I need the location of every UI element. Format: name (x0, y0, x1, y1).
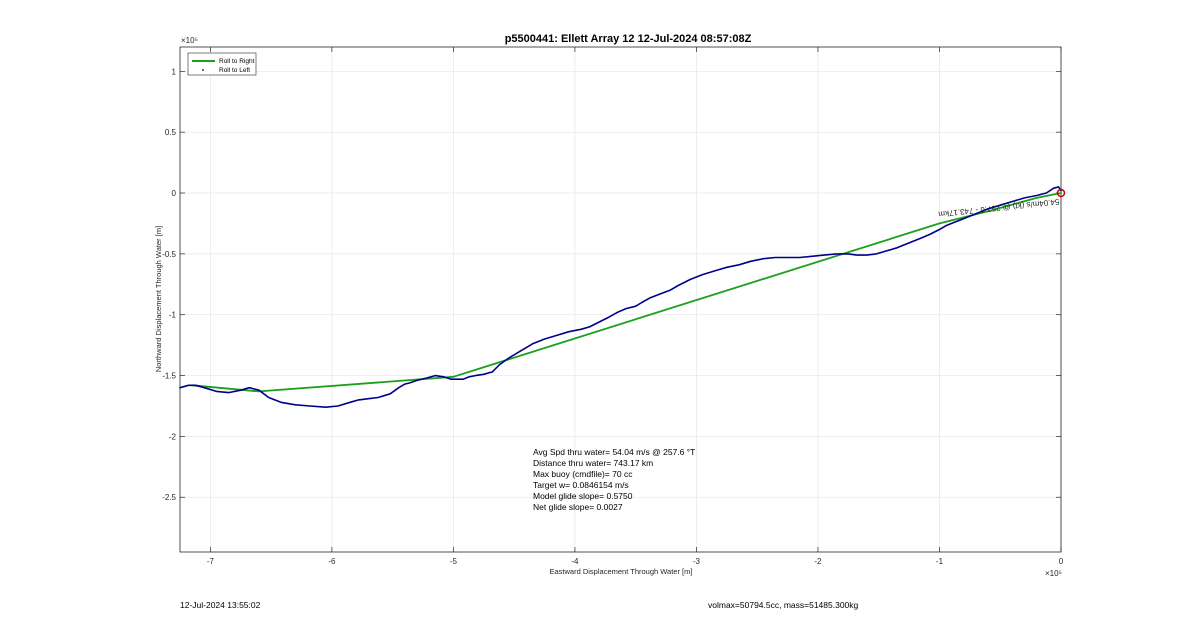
plot-area (180, 47, 1061, 552)
y-exponent-label: ×10⁵ (181, 36, 198, 45)
annotation-line: Model glide slope= 0.5750 (533, 491, 633, 501)
x-tick-label: -5 (450, 557, 458, 566)
legend: Roll to Right Roll to Left (187, 52, 257, 76)
footer-timestamp: 12-Jul-2024 13:55:02 (180, 600, 261, 610)
x-exponent-label: ×10⁵ (1045, 569, 1062, 578)
x-tick-label: -2 (814, 557, 822, 566)
y-tick-label: -2 (169, 432, 177, 441)
annotation-line: Net glide slope= 0.0027 (533, 502, 623, 512)
legend-label-roll-left: Roll to Left (219, 67, 250, 74)
x-tick-label: -3 (693, 557, 701, 566)
y-tick-label: -1 (169, 311, 177, 320)
legend-marker-roll-left (202, 69, 204, 71)
x-tick-label: -4 (571, 557, 579, 566)
tick-group: -7 -6 -5 -4 -3 -2 -1 0 1 0.5 0 -0.5 -1 -1.5 -2 -2.5 (162, 47, 1064, 566)
series-roll-to-left-line (179, 186, 1062, 409)
annotation-line: Max buoy (cmdfile)= 70 cc (533, 469, 633, 479)
annotation-box: Avg Spd thru water= 54.04 m/s @ 257.6 °T… (533, 447, 695, 512)
y-tick-label: 1 (172, 67, 177, 76)
y-tick-label: 0.5 (165, 128, 177, 137)
annotation-line: Distance thru water= 743.17 km (533, 458, 653, 468)
y-axis-label: Northward Displacement Through Water [m] (154, 226, 163, 372)
plot-frame (179, 46, 1062, 553)
series-roll-to-right-line (191, 192, 1062, 393)
series-group (179, 186, 1066, 409)
legend-label-roll-right: Roll to Right (219, 58, 255, 65)
chart-title: p5500441: Ellett Array 12 12-Jul-2024 08… (505, 33, 752, 45)
annotation-line: Avg Spd thru water= 54.04 m/s @ 257.6 °T (533, 447, 695, 457)
y-tick-label: -2.5 (162, 493, 176, 502)
footer-volmax-mass: volmax=50794.5cc, mass=51485.300kg (708, 600, 859, 610)
end-position-marker (1056, 188, 1066, 198)
y-tick-label: 0 (172, 189, 177, 198)
x-tick-label: -7 (207, 557, 215, 566)
y-tick-label: -1.5 (162, 372, 176, 381)
x-tick-label: -6 (328, 557, 336, 566)
x-tick-label: -1 (936, 557, 944, 566)
annotation-line: Target w= 0.0846154 m/s (533, 480, 629, 490)
legend-box (187, 52, 257, 76)
x-tick-label: 0 (1059, 557, 1064, 566)
x-axis-label: Eastward Displacement Through Water [m] (550, 567, 693, 576)
y-tick-label: -0.5 (162, 250, 176, 259)
